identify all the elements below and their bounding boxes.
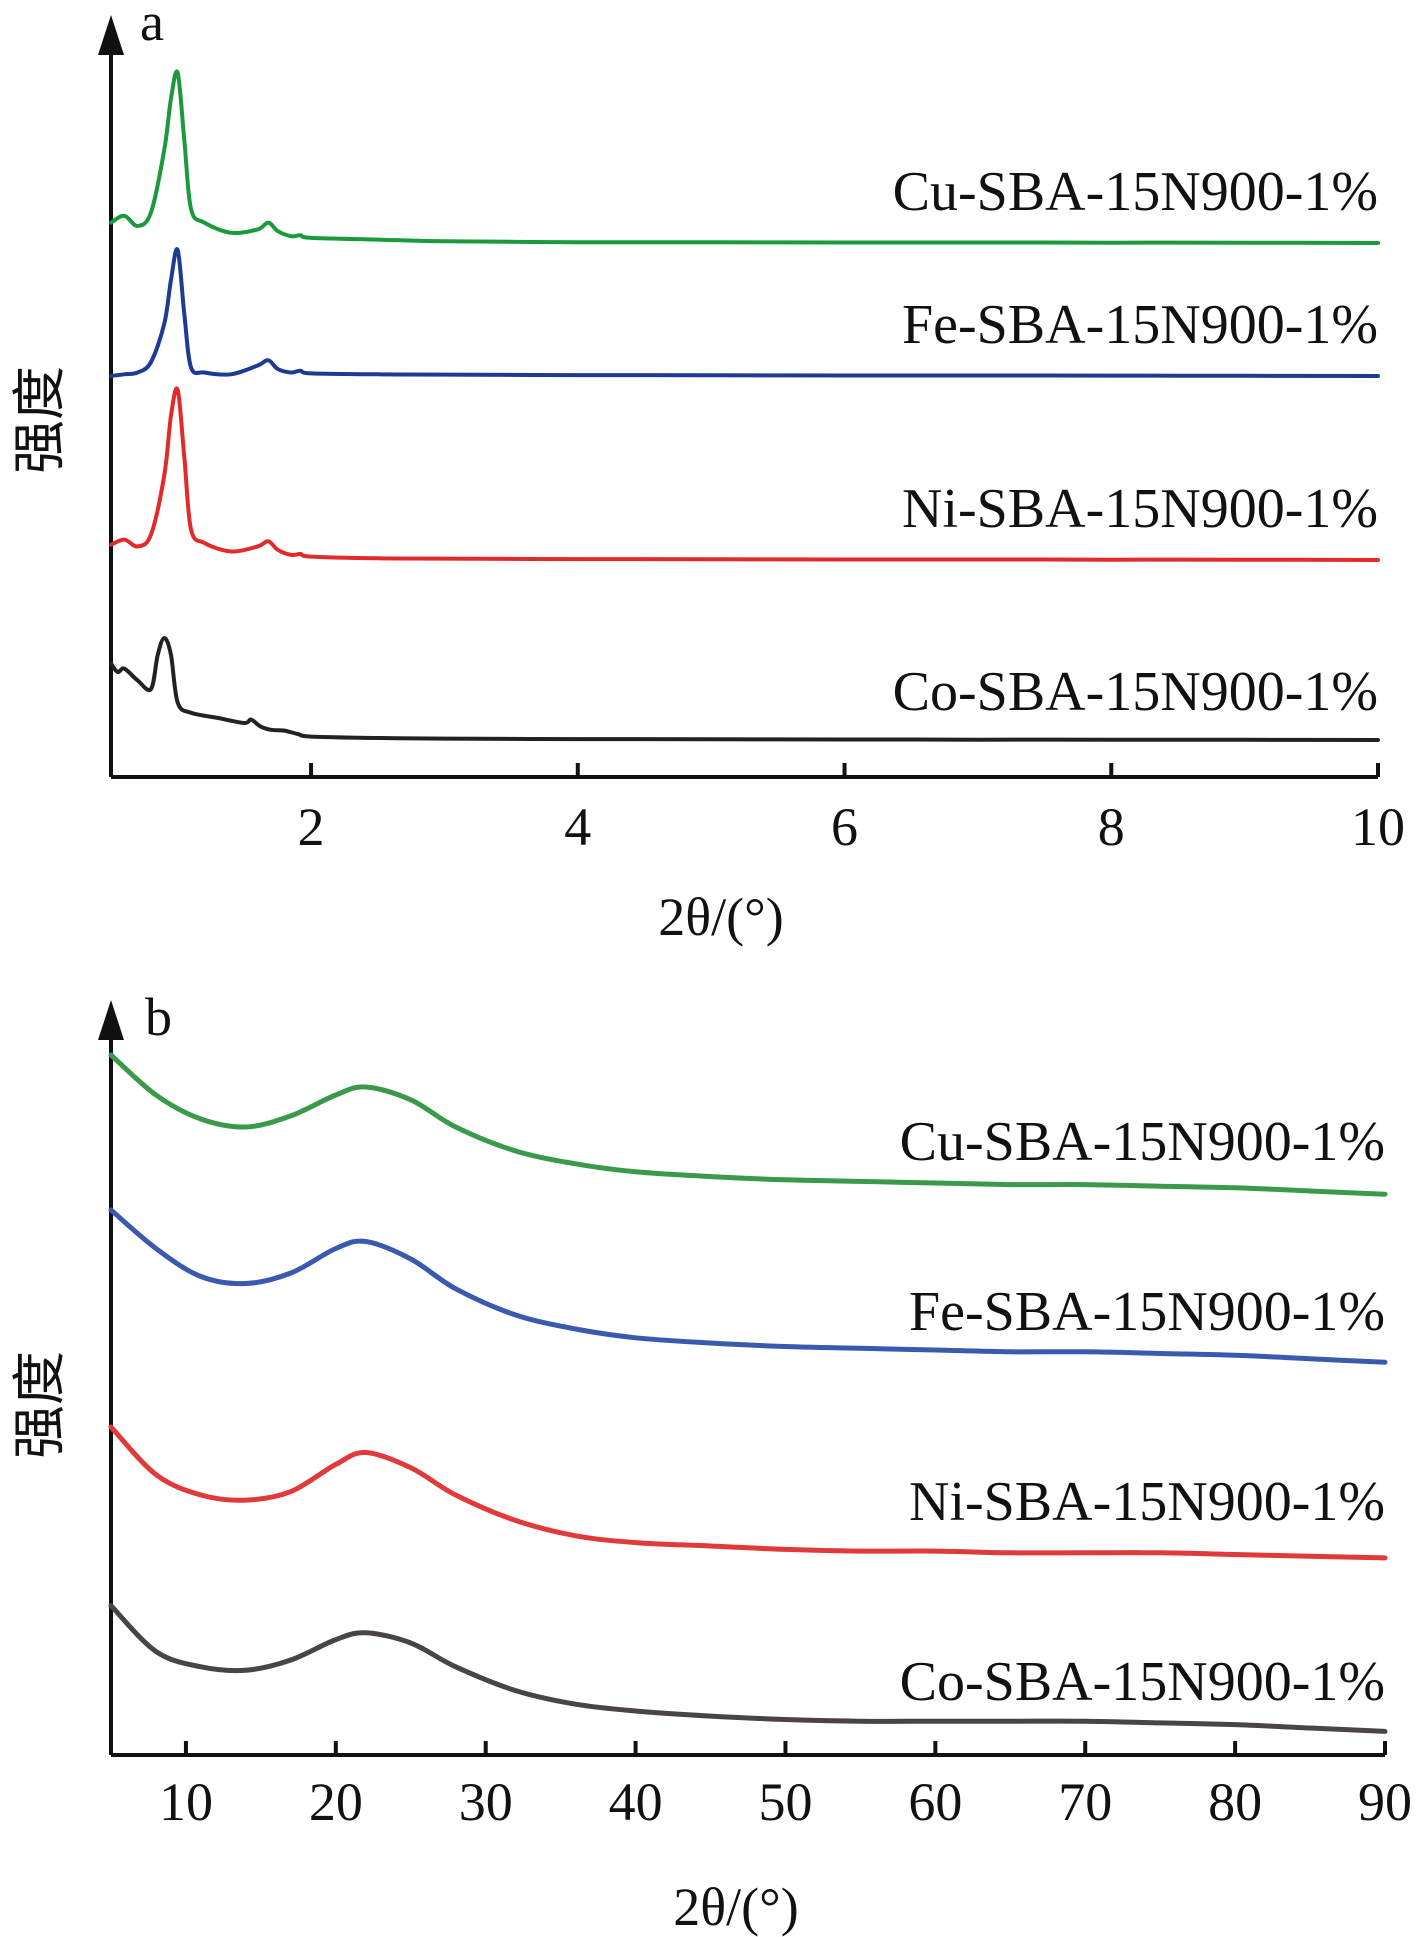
series-line <box>109 247 1380 378</box>
series-label: Fe-SBA-15N900-1% <box>902 294 1378 356</box>
panel-b-axes <box>98 1000 1385 1757</box>
x-tick-label: 90 <box>1358 1772 1412 1832</box>
panel-b-label: b <box>145 987 172 1047</box>
x-tick-label: 40 <box>609 1772 663 1832</box>
series-line <box>109 386 1380 562</box>
x-tick-label: 10 <box>1351 797 1405 857</box>
series-label: Cu-SBA-15N900-1% <box>900 1111 1385 1173</box>
panel-a-x-ticks: 2 4 6 8 10 <box>298 763 1405 857</box>
series-label: Fe-SBA-15N900-1% <box>909 1281 1385 1343</box>
x-tick-label: 60 <box>908 1772 962 1832</box>
panel-a-series-labels: Cu-SBA-15N900-1% Fe-SBA-15N900-1% Ni-SBA-1… <box>893 161 1378 723</box>
series-label: Cu-SBA-15N900-1% <box>893 161 1378 223</box>
y-axis-arrow <box>98 15 124 55</box>
x-tick-label: 8 <box>1098 797 1125 857</box>
panel-a-curves <box>109 69 1380 742</box>
panel-b-ylabel: 强度 <box>10 1351 70 1459</box>
series-label: Co-SBA-15N900-1% <box>893 661 1378 723</box>
series-label: Co-SBA-15N900-1% <box>900 1651 1385 1713</box>
series-label: Ni-SBA-15N900-1% <box>902 478 1378 540</box>
series-line <box>108 1603 1388 1734</box>
series-line <box>109 69 1380 245</box>
panel-b-curves <box>108 1052 1388 1734</box>
series-line <box>108 1207 1388 1365</box>
series-line <box>109 636 1380 742</box>
panel-a-xlabel: 2θ/(°) <box>658 887 783 947</box>
panel-a-label: a <box>140 0 164 52</box>
x-tick-label: 50 <box>758 1772 812 1832</box>
panel-b-chart: b 强度 2θ/(°) Cu-SBA-15N900-1% Fe-SBA-15N90… <box>10 987 1412 1937</box>
x-tick-label: 20 <box>309 1772 363 1832</box>
y-axis-arrow <box>98 1000 124 1040</box>
panel-a-ylabel: 强度 <box>10 366 70 474</box>
series-line <box>108 1424 1388 1561</box>
x-tick-label: 10 <box>159 1772 213 1832</box>
x-tick-label: 80 <box>1208 1772 1262 1832</box>
x-tick-label: 2 <box>298 797 325 857</box>
panel-b-x-ticks: 10 20 30 40 50 60 70 80 90 <box>159 1741 1412 1832</box>
panel-b-series-labels: Cu-SBA-15N900-1% Fe-SBA-15N900-1% Ni-SBA-1… <box>900 1111 1385 1713</box>
x-tick-label: 30 <box>459 1772 513 1832</box>
panel-b-xlabel: 2θ/(°) <box>673 1877 798 1937</box>
series-line <box>108 1052 1388 1197</box>
x-tick-label: 4 <box>564 797 591 857</box>
x-tick-label: 6 <box>831 797 858 857</box>
series-label: Ni-SBA-15N900-1% <box>909 1471 1385 1533</box>
panel-a-axes <box>98 15 1378 779</box>
panel-a-chart: a 强度 2θ/(°) Cu-SBA-15N900-1% Fe-SBA-15N90… <box>10 0 1405 947</box>
x-tick-label: 70 <box>1058 1772 1112 1832</box>
